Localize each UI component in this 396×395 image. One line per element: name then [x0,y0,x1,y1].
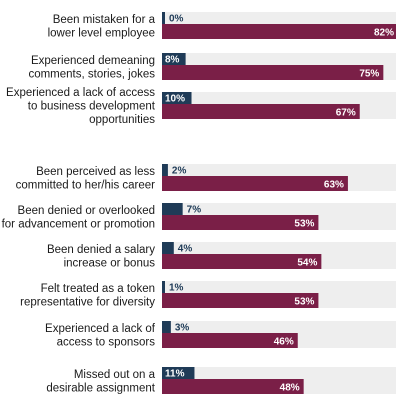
bar-group: 10% 67% Experienced a lack of access to bus… [6,87,396,126]
category-label: Missed out on a [74,369,156,381]
value-label-maroon: 53% [294,219,314,230]
category-label: Experienced a lack of access [6,87,155,99]
category-label: Been denied or overlooked [18,205,155,217]
category-label: for advancement or promotion [2,218,155,230]
category-label: Been denied a salary [47,244,155,256]
value-label-maroon: 54% [297,258,317,269]
bar-navy [162,321,171,333]
bar-maroon [162,104,360,119]
bar-maroon [162,176,348,191]
category-label: access to sponsors [57,336,156,348]
value-label-maroon: 53% [294,297,314,308]
bar-maroon [162,65,384,80]
bar-navy [162,92,192,104]
bar-navy [162,281,165,293]
value-label-navy: 1% [169,283,184,294]
value-label-maroon: 82% [374,28,394,39]
bar-maroon [162,293,319,308]
category-label: desirable assignment [46,382,155,394]
bar-maroon [162,379,304,394]
bar-navy [162,164,168,176]
value-label-navy: 10% [165,94,185,105]
category-label: opportunities [89,114,155,126]
bar-navy [162,367,195,379]
value-label-navy: 11% [165,369,185,380]
value-label-maroon: 48% [280,383,300,394]
category-label: representative for diversity [20,296,155,308]
value-label-navy: 2% [172,166,187,177]
bar-navy [162,53,186,65]
category-label: Been mistaken for a [53,14,156,26]
bar-navy [162,12,165,24]
category-label: increase or bonus [64,257,156,269]
bar-maroon [162,254,322,269]
category-label: comments, stories, jokes [28,68,155,80]
category-label: lower level employee [48,27,155,39]
bar-navy [162,203,183,215]
value-label-maroon: 67% [336,108,356,119]
bar-maroon [162,215,319,230]
category-label: Experienced a lack of [45,323,156,335]
bar-group: 1% 53% Felt treated as a tokenrepresentati… [20,281,396,308]
category-label: committed to her/his career [16,179,156,191]
bar-maroon [162,333,298,348]
category-label: Been perceived as less [36,166,155,178]
value-label-maroon: 46% [274,337,294,348]
value-label-maroon: 63% [324,180,344,191]
value-label-navy: 7% [187,205,202,216]
bar-navy [162,242,174,254]
value-label-maroon: 75% [359,69,379,80]
value-label-navy: 3% [175,323,190,334]
bar-maroon [162,24,396,39]
category-label: to business development [28,101,156,113]
value-label-navy: 8% [165,55,180,66]
value-label-navy: 4% [178,244,193,255]
category-label: Felt treated as a token [41,283,155,295]
category-label: Experienced demeaning [31,55,155,67]
value-label-navy: 0% [169,14,184,25]
